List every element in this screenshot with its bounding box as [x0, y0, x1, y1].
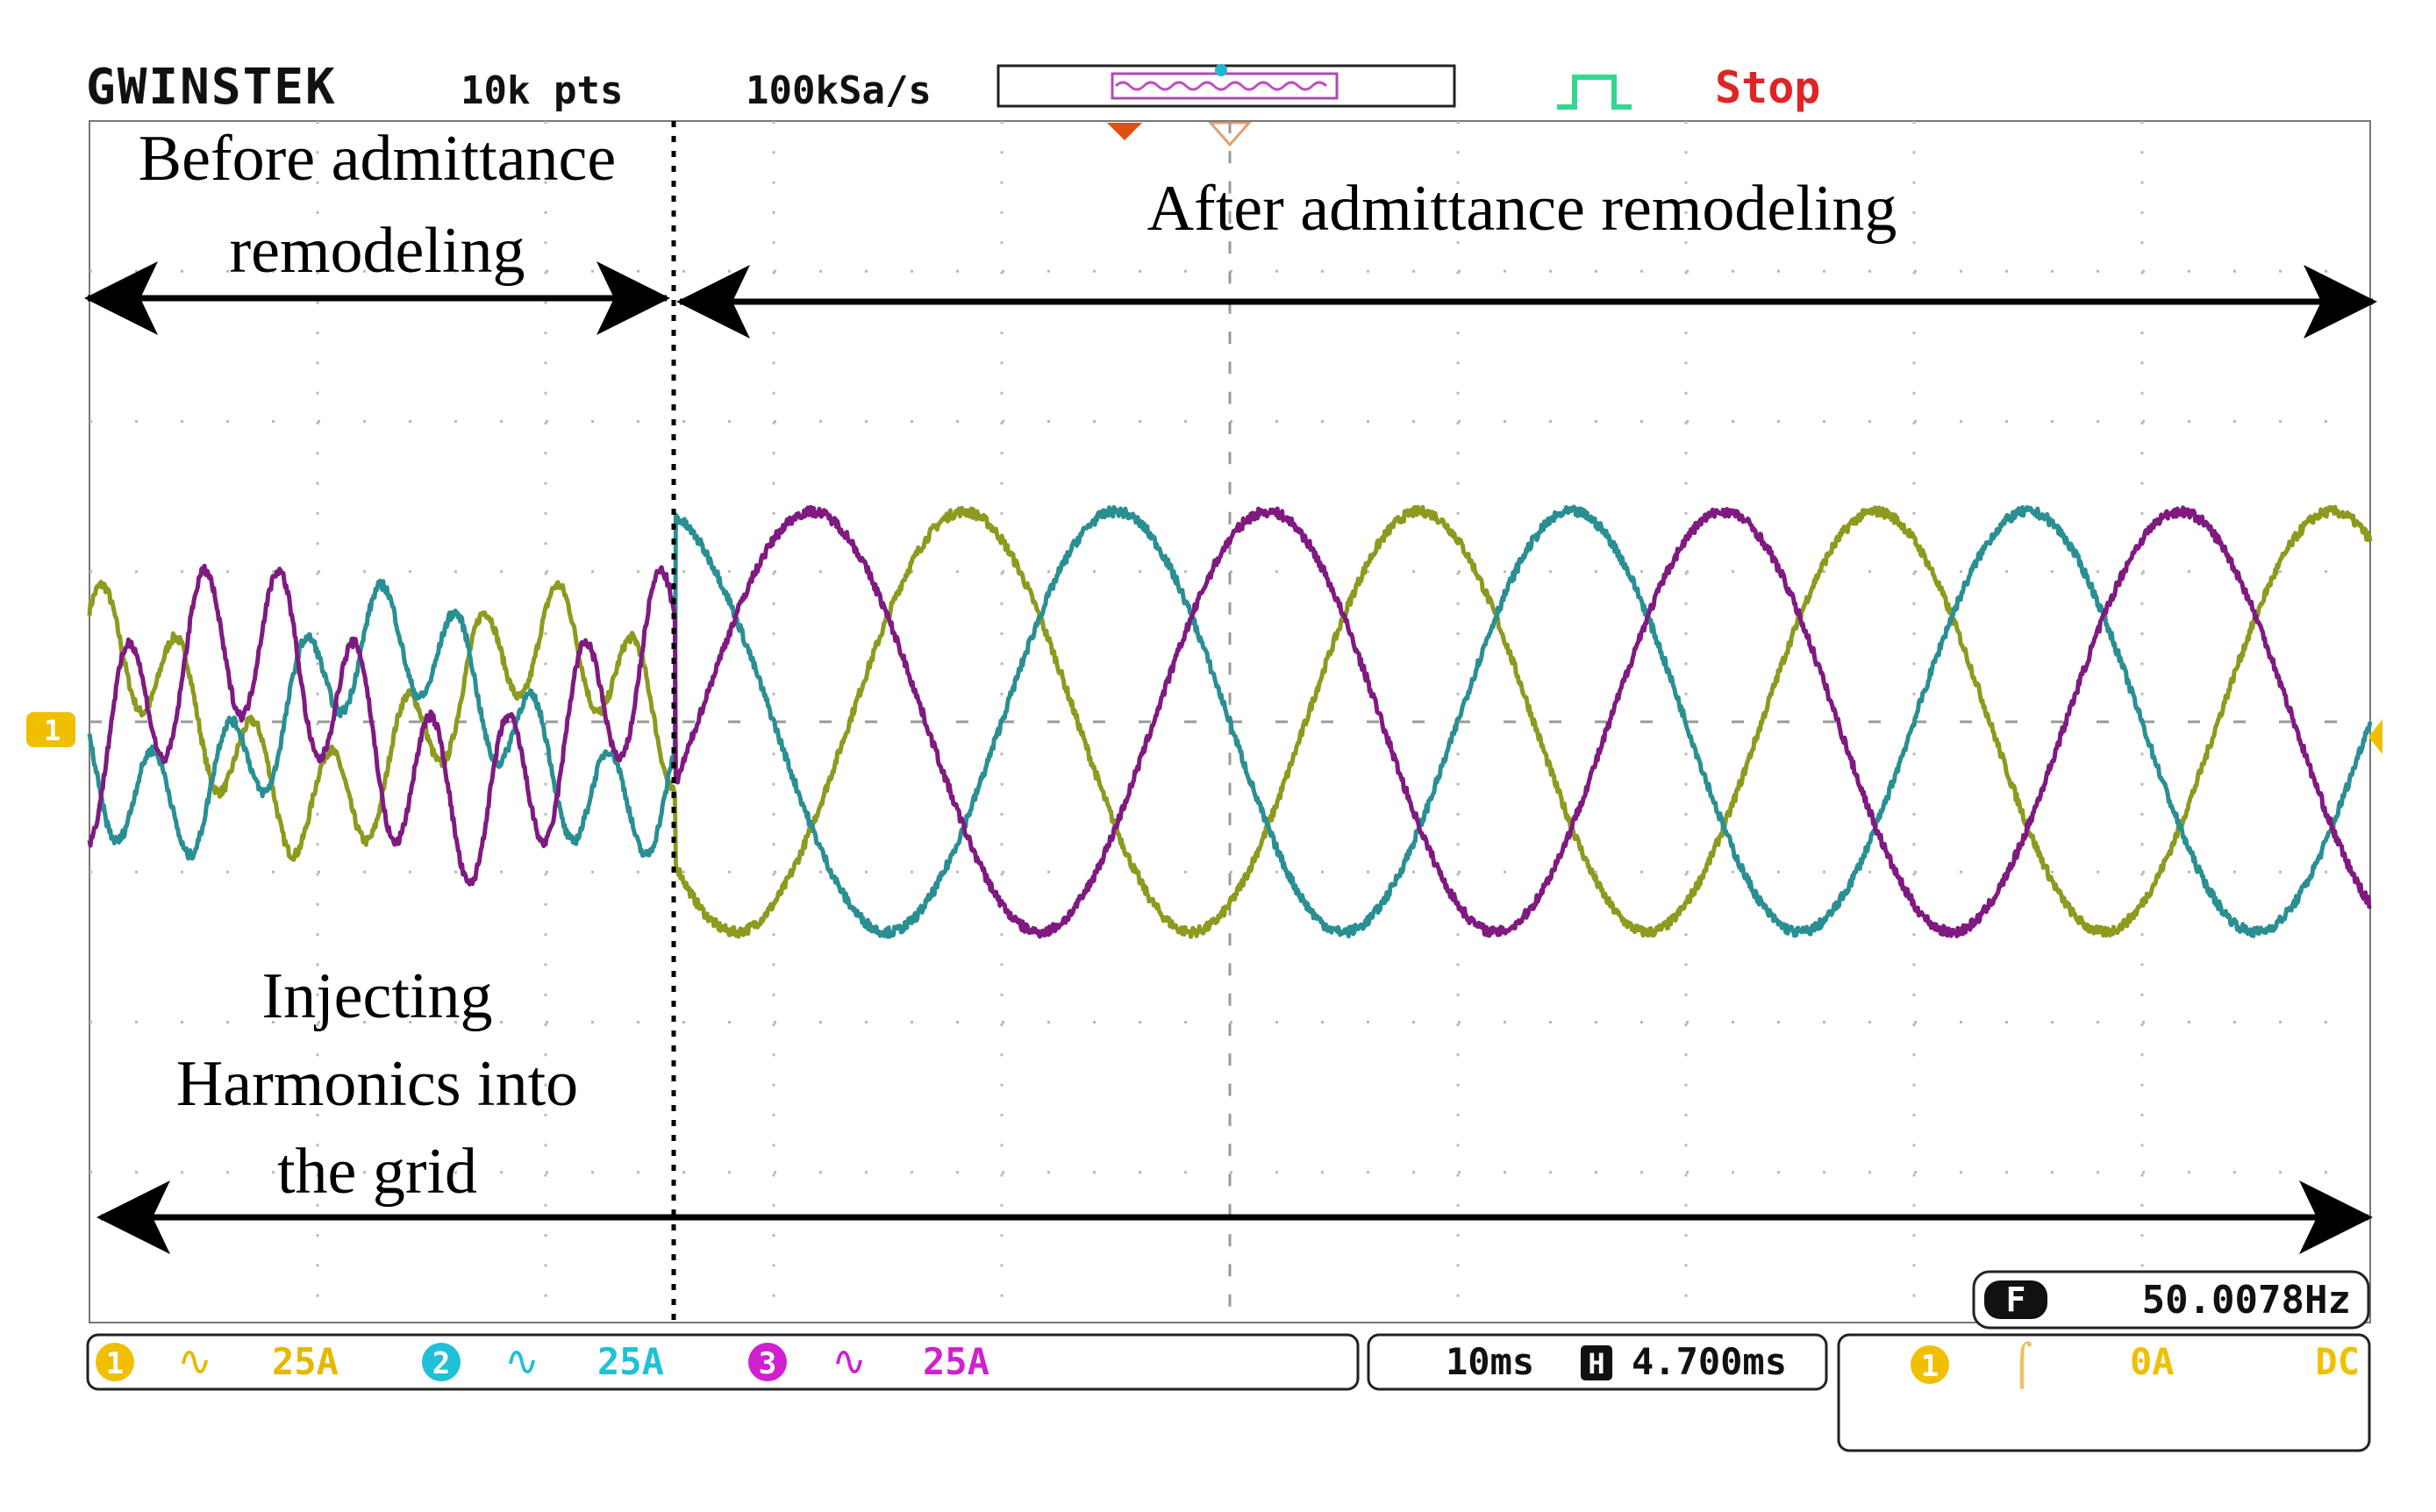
- before-arrow-left-head: [84, 261, 158, 335]
- run-state: Stop: [1715, 62, 1820, 113]
- channel-2-scale: 25A: [597, 1340, 664, 1383]
- channel-2-coupling-icon: ∿: [504, 1337, 539, 1386]
- memory-trigger-marker: [1215, 64, 1227, 76]
- after-arrow-right-head: [2304, 265, 2377, 339]
- trigger-coupling[interactable]: DC: [2315, 1340, 2360, 1383]
- before-arrow-right-head: [596, 261, 670, 335]
- channel-3-badge-number: 3: [759, 1346, 776, 1381]
- trigger-slope-icon: ⌠: [2011, 1341, 2032, 1389]
- before-label-line1: Before admittance: [139, 123, 616, 195]
- frequency-badge-label: F: [2006, 1280, 2026, 1319]
- frequency-counter: F 50.0078Hz: [1972, 1270, 2370, 1330]
- before-label-line2: remodeling: [229, 215, 525, 287]
- trigger-level-marker: [2368, 719, 2382, 754]
- brand-logo: GWINSTEK: [86, 59, 337, 116]
- sample-rate: 100kSa/s: [746, 68, 932, 113]
- memory-waveform-thumbnail: [1114, 81, 1328, 91]
- frequency-value: 50.0078Hz: [2142, 1278, 2351, 1323]
- channel-3-coupling-icon: ∿: [832, 1337, 867, 1386]
- waveform-traces: [87, 504, 2373, 939]
- frequency-badge-icon: [1984, 1280, 2047, 1319]
- channel-1-badge-number: 1: [106, 1346, 124, 1381]
- channel-3-setting[interactable]: 3 ∿ 25A: [748, 1337, 989, 1386]
- annotation-after: After admittance remodeling: [676, 173, 2377, 339]
- status-bar: 1 ∿ 25A 2 ∿ 25A 3 ∿ 25A 10ms H 4.700ms 1…: [86, 1333, 2371, 1452]
- inject-arrow-right-head: [2299, 1180, 2373, 1254]
- annotation-injecting: Injecting Harmonics into the grid: [96, 960, 2373, 1254]
- inject-arrow-left-head: [96, 1180, 170, 1254]
- after-label: After admittance remodeling: [1147, 173, 1897, 245]
- channel-1-ground-marker: 1: [26, 712, 75, 747]
- horizontal-position-value[interactable]: 4.700ms: [1632, 1340, 1787, 1383]
- scope-header: GWINSTEK 10k pts 100kSa/s Stop: [86, 59, 1820, 147]
- inject-label-line2: Harmonics into: [176, 1048, 578, 1120]
- channel-1-badge-icon: [96, 1343, 134, 1381]
- inject-label-line3: the grid: [277, 1136, 477, 1208]
- horizontal-position-badge-icon: [1581, 1345, 1612, 1380]
- channel-3-trace: [87, 504, 2372, 939]
- channel-1-setting[interactable]: 1 ∿ 25A: [96, 1337, 339, 1386]
- after-arrow-left-head: [676, 265, 750, 339]
- channel-3-badge-icon: [748, 1343, 787, 1381]
- channel-1-ground-label: 1: [44, 714, 61, 747]
- channel-settings-panel: [86, 1333, 1360, 1391]
- trigger-level[interactable]: 0A: [2130, 1340, 2175, 1383]
- channel-2-badge-number: 2: [432, 1346, 450, 1381]
- trigger-source-badge-icon: [1911, 1345, 1949, 1384]
- trigger-panel: [1837, 1333, 2371, 1452]
- channel-3-scale: 25A: [923, 1340, 989, 1383]
- trigger-edge-icon: [1557, 75, 1632, 110]
- channel-2-setting[interactable]: 2 ∿ 25A: [422, 1337, 664, 1386]
- channel-1-scale: 25A: [272, 1340, 339, 1383]
- trigger-position-marker: [1107, 123, 1142, 140]
- record-length: 10k pts: [461, 68, 623, 113]
- horizontal-position-badge-label: H: [1588, 1347, 1604, 1380]
- annotation-before: Before admittance remodeling: [84, 123, 670, 335]
- trigger-source-number: 1: [1921, 1349, 1939, 1384]
- channel-2-badge-icon: [422, 1343, 461, 1381]
- inject-label-line1: Injecting: [261, 960, 492, 1032]
- timebase-value[interactable]: 10ms: [1446, 1340, 1534, 1383]
- channel-1-coupling-icon: ∿: [177, 1337, 212, 1386]
- channel-2-trace: [87, 504, 2373, 939]
